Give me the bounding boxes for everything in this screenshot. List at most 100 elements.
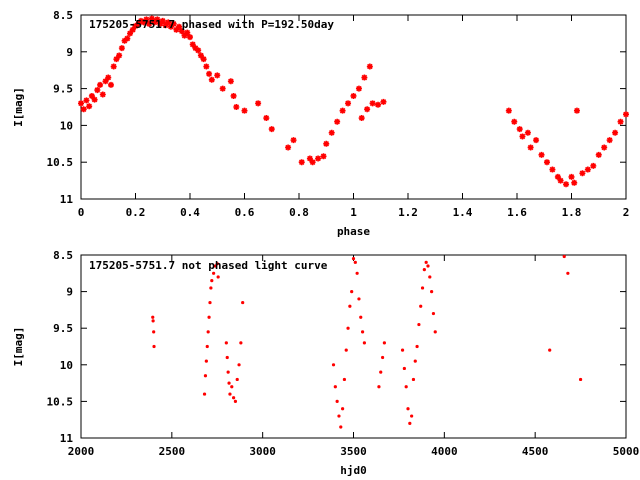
chart2-data-point (359, 315, 363, 319)
chart1-data-point (132, 23, 139, 30)
chart2-plot-frame (80, 254, 627, 439)
chart2-data-point (413, 359, 417, 363)
chart2-data-point (402, 366, 406, 371)
chart2-data-point (362, 341, 366, 345)
chart1-data-point (306, 155, 313, 162)
chart2-y-tick-label: 10.5 (47, 395, 74, 408)
chart2-data-point (202, 392, 207, 396)
chart1-data-point (94, 87, 101, 94)
chart1-data-point (595, 151, 602, 158)
chart1-data-point (584, 166, 591, 173)
chart2-data-point (377, 385, 381, 389)
chart2-data-point (213, 264, 218, 268)
chart1-data-point (563, 181, 570, 188)
chart1-data-point (623, 111, 629, 118)
chart2-data-point (566, 271, 570, 275)
chart2-data-point (431, 311, 436, 316)
chart1-data-point (524, 129, 531, 136)
chart1-data-point (380, 98, 387, 105)
chart1-data-point (350, 92, 357, 99)
chart1-data-point (375, 101, 382, 108)
chart2-data-point (380, 355, 385, 360)
chart1-data-point (361, 74, 368, 81)
chart1-y-tick-label: 9.5 (53, 83, 73, 96)
chart2-data-point (207, 315, 211, 319)
chart1-x-tick-label: 1.4 (453, 206, 473, 219)
chart1-data-point (233, 104, 240, 110)
chart2-data-point (337, 414, 341, 418)
chart2-x-tick-label: 3000 (249, 445, 276, 458)
chart1-data-point (579, 170, 586, 177)
chart1-data-point (99, 91, 106, 98)
chart1-y-tick-label: 8.5 (53, 9, 73, 22)
chart2-data-point (204, 359, 208, 363)
chart2-data-point (379, 370, 383, 374)
chart1-data-point (345, 100, 352, 107)
chart2-data-point (351, 257, 356, 261)
chart1-data-point (309, 159, 316, 166)
chart2-x-tick-label: 2000 (68, 445, 95, 458)
chart2-data-point (415, 344, 419, 349)
chart1-data-point (206, 70, 213, 77)
chart2-data-point (410, 414, 414, 418)
chart2-data-point (346, 326, 350, 330)
chart1-data-point (102, 78, 109, 85)
chart2-x-tick-label: 5000 (613, 445, 640, 458)
chart2-data-point (433, 330, 437, 334)
chart2-data-point (205, 344, 209, 349)
chart1-data-point (369, 100, 376, 107)
chart1-data-point (285, 144, 292, 151)
chart2-group: 2000 2500 3000 3500 4000 4500 5000 8.5 9 9.5 10 10.… (12, 249, 639, 477)
chart2-data-point (206, 330, 210, 334)
chart2-data-point (339, 425, 343, 429)
chart1-data-point (88, 92, 95, 99)
chart2-data-point (350, 290, 354, 294)
chart1-data-point (366, 63, 373, 70)
chart1-data-point (601, 144, 608, 151)
chart1-x-tick-label: 0.8 (289, 206, 309, 219)
chart1-data-point (543, 159, 550, 166)
chart1-data-point (189, 41, 196, 48)
chart1-data-point (195, 47, 202, 54)
chart2-data-point (235, 377, 239, 382)
chart1-data-point (184, 29, 191, 36)
chart2-x-axis-label: hjd0 (340, 464, 367, 477)
chart1-y-tick-label: 10.5 (47, 156, 74, 169)
chart1-data-point (173, 26, 180, 33)
chart2-y-tick-label: 10 (60, 359, 73, 372)
chart1-data-point (533, 137, 540, 144)
chart2-x-tick-label: 4000 (431, 445, 458, 458)
chart1-data-point (328, 129, 335, 136)
chart1-data-point (323, 140, 330, 147)
chart2-data-point (333, 385, 337, 389)
chart1-data-point (516, 126, 523, 133)
chart1-data-point (617, 118, 624, 125)
chart1-data-point (165, 19, 172, 26)
chart2-x-tick-label: 2500 (159, 445, 186, 458)
chart2-data-point (548, 348, 552, 352)
chart1-data-point (527, 144, 534, 151)
chart2-data-point (400, 348, 405, 352)
chart2-data-point (348, 304, 352, 308)
chart1-data-point (557, 177, 564, 184)
chart2-data-point (239, 341, 243, 345)
chart2-data-point (230, 385, 234, 389)
chart1-data-point (127, 30, 134, 37)
chart1-data-point (571, 179, 578, 186)
chart2-title: 175205-5751.7 not phased light curve (89, 259, 328, 272)
chart1-data-point (78, 100, 84, 107)
chart1-data-point (97, 81, 104, 88)
chart2-data-point (151, 315, 155, 319)
chart1-data-point (612, 129, 619, 136)
chart1-data-point (263, 115, 270, 122)
chart2-data-point (335, 399, 339, 403)
chart2-data-point (216, 275, 220, 279)
chart1-data-point (80, 106, 87, 113)
chart2-data-point (562, 254, 566, 259)
chart1-data-point (105, 74, 112, 81)
chart1-data-point (230, 92, 237, 99)
chart1-x-tick-label: 1.8 (562, 206, 582, 219)
chart1-x-tick-label: 1.2 (398, 206, 418, 219)
chart2-data-point (422, 268, 426, 272)
